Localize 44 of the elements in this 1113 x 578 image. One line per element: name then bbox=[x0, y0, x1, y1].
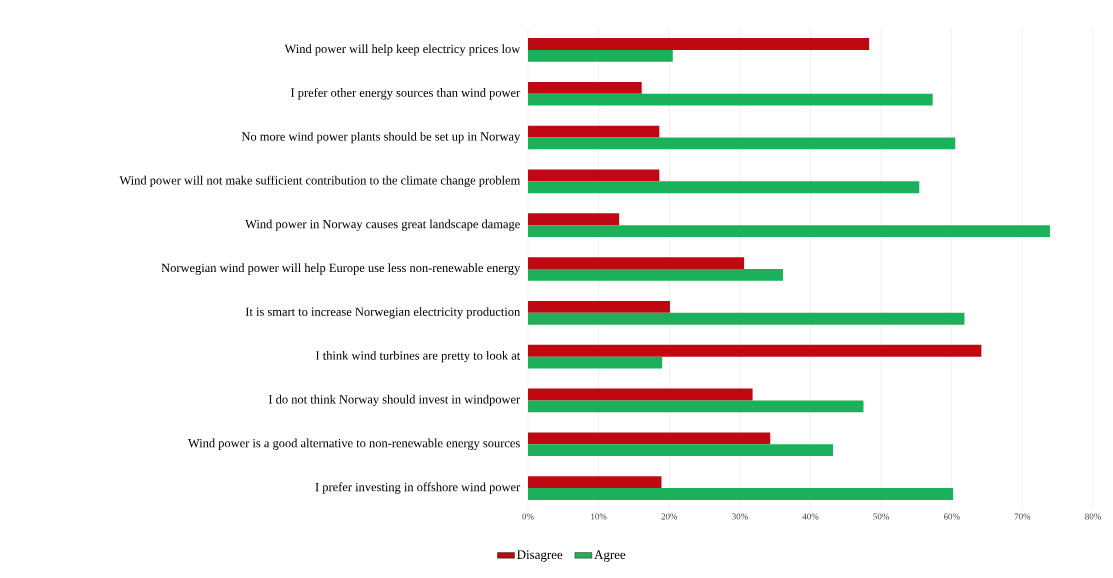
y-tick-label: Wind power will not make sufficient contribution to the climate change problem bbox=[119, 175, 521, 188]
y-tick-label: Wind power is a good alternative to non-renewable energy sources bbox=[187, 438, 520, 450]
bar bbox=[528, 181, 920, 194]
y-tick-label: No more wind power plants should be set up in Norway bbox=[241, 131, 521, 144]
x-tick-label: 60% bbox=[943, 513, 960, 520]
y-tick-label: Wind power will help keep electricy prices low bbox=[284, 44, 521, 56]
bar bbox=[528, 125, 660, 138]
bar bbox=[528, 137, 956, 150]
bar bbox=[528, 213, 620, 226]
y-tick-label: It is smart to increase Norwegian electricity production bbox=[245, 307, 521, 319]
bar bbox=[528, 312, 965, 325]
x-tick-label: 10% bbox=[591, 513, 607, 520]
bar bbox=[528, 38, 870, 50]
y-tick-label: Norwegian wind power will help Europe use less non-renewable energy bbox=[161, 263, 521, 275]
bar bbox=[528, 400, 864, 413]
bar bbox=[528, 49, 673, 62]
x-tick-label: 40% bbox=[802, 513, 819, 520]
bar bbox=[528, 432, 771, 445]
x-tick-label: 70% bbox=[1014, 513, 1031, 520]
bar bbox=[528, 356, 663, 369]
legend-label: Agree bbox=[594, 550, 626, 562]
bar bbox=[528, 269, 783, 281]
y-tick-label: Wind power in Norway causes great landscape damage bbox=[245, 219, 520, 231]
bar bbox=[528, 444, 834, 457]
y-tick-label: I do not think Norway should invest in windpower bbox=[268, 394, 521, 407]
bar bbox=[528, 388, 753, 401]
bar bbox=[528, 81, 642, 94]
bar bbox=[528, 476, 662, 489]
bar bbox=[528, 488, 954, 500]
y-tick-label: I prefer investing in offshore wind power bbox=[315, 482, 521, 494]
bar bbox=[528, 257, 745, 269]
bar bbox=[528, 225, 1050, 238]
bar bbox=[528, 93, 933, 106]
x-tick-label: 50% bbox=[873, 513, 890, 520]
legend-label: Disagree bbox=[517, 550, 563, 562]
bar bbox=[528, 169, 660, 182]
bar bbox=[528, 300, 670, 313]
x-tick-label: 80% bbox=[1085, 513, 1101, 520]
x-tick-label: 30% bbox=[732, 513, 748, 520]
bar bbox=[528, 344, 982, 357]
y-tick-label: I prefer other energy sources than wind power bbox=[290, 88, 521, 100]
x-tick-label: 0% bbox=[522, 513, 534, 520]
x-tick-label: 20% bbox=[661, 513, 678, 520]
y-tick-label: I think wind turbines are pretty to look at bbox=[315, 350, 521, 363]
